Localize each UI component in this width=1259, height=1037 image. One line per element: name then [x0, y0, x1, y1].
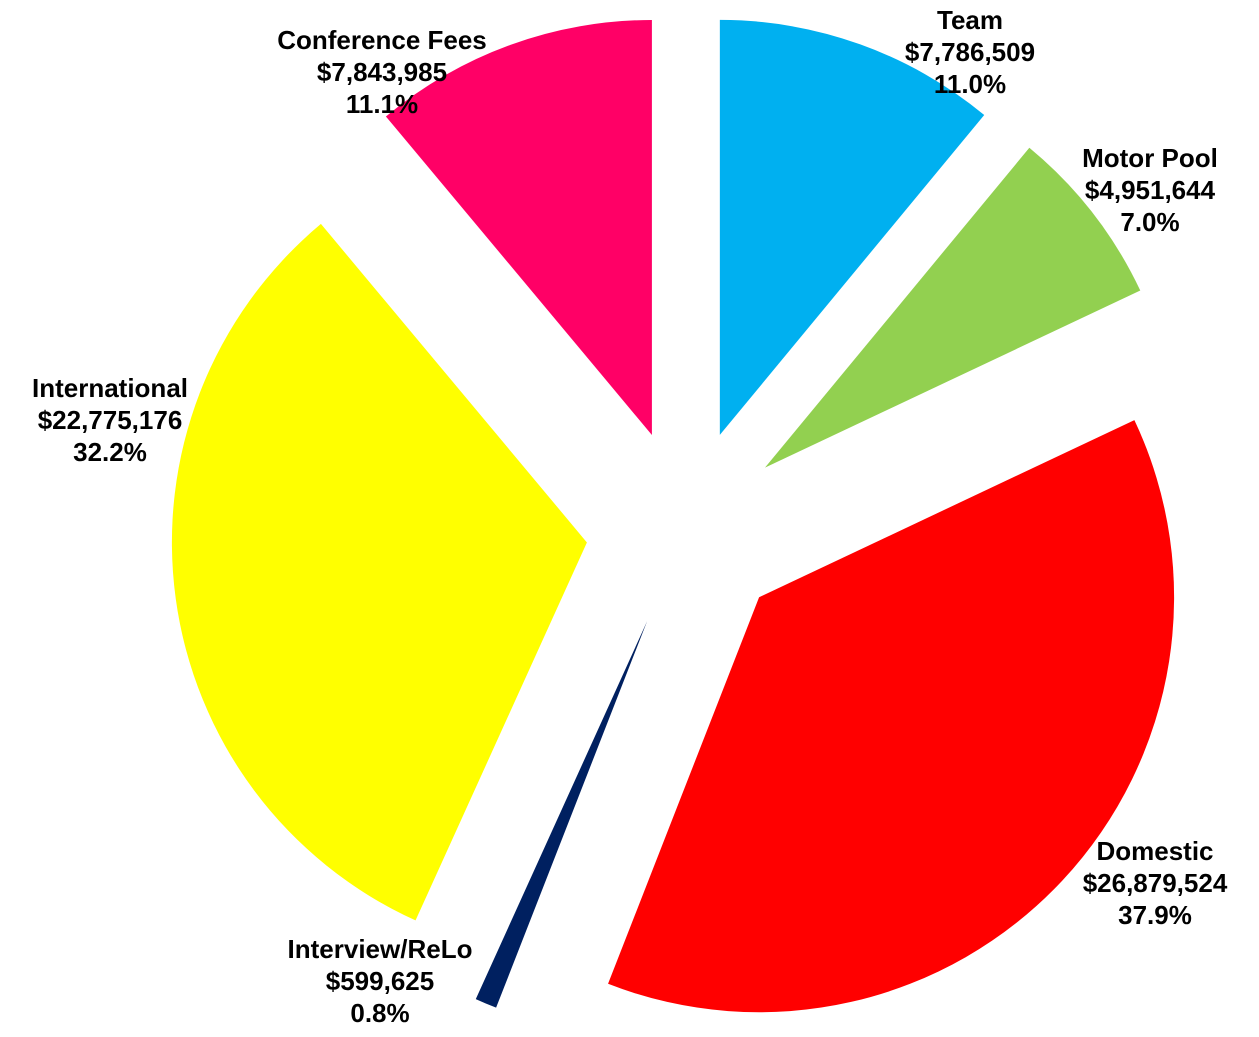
percent-label: 32.2%: [73, 437, 147, 467]
pie-slice: [608, 420, 1175, 1013]
slice-label: Interview/ReLo: [288, 934, 473, 964]
pie-slice: [385, 19, 652, 435]
pie-slice: [475, 621, 648, 1008]
pie-slice: [764, 147, 1141, 468]
value-label: $22,775,176: [38, 405, 183, 435]
slice-label: International: [32, 373, 188, 403]
percent-label: 11.0%: [934, 69, 1006, 99]
percent-label: 11.1%: [346, 89, 418, 119]
value-label: $26,879,524: [1083, 868, 1228, 898]
value-label: $7,786,509: [905, 37, 1035, 67]
value-label: $7,843,985: [317, 57, 447, 87]
slice-label: Domestic: [1096, 836, 1213, 866]
percent-label: 7.0%: [1120, 207, 1179, 237]
pie-slice: [171, 223, 587, 921]
value-label: $4,951,644: [1085, 175, 1216, 205]
slice-label: Conference Fees: [277, 25, 487, 55]
value-label: $599,625: [326, 966, 434, 996]
slice-label: Motor Pool: [1082, 143, 1218, 173]
pie-slice: [719, 19, 985, 435]
percent-label: 0.8%: [350, 998, 409, 1028]
slice-label: Team: [937, 5, 1003, 35]
percent-label: 37.9%: [1118, 900, 1192, 930]
